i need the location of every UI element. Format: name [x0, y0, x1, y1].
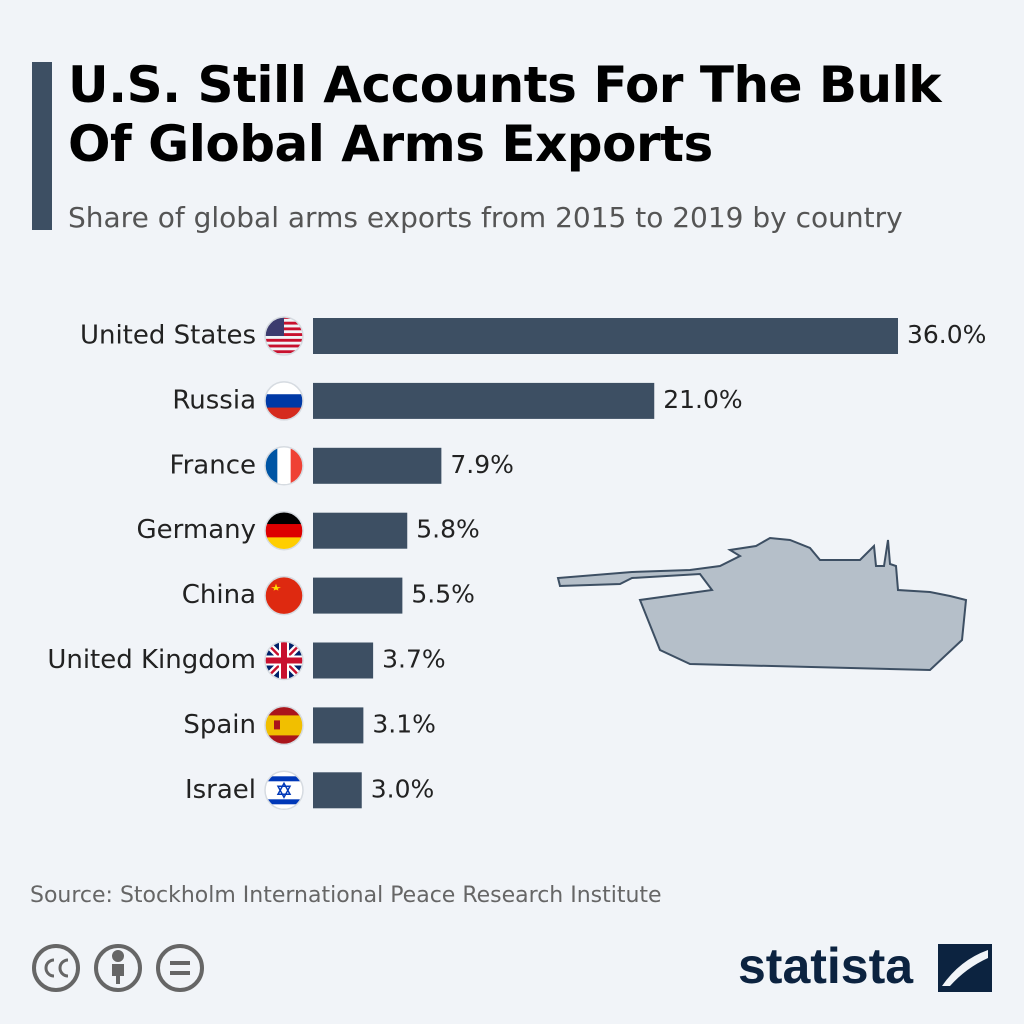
category-label: Israel [185, 775, 256, 805]
flag-ring [264, 446, 304, 486]
category-label: China [182, 580, 256, 610]
flag-ring [264, 316, 304, 356]
flag-ring [264, 705, 304, 746]
bar [313, 318, 898, 354]
tank-illustration [556, 536, 968, 672]
value-label: 3.1% [372, 709, 436, 738]
value-label: 36.0% [907, 320, 986, 349]
stripe [277, 446, 292, 485]
flag [265, 771, 303, 810]
category-label: Germany [136, 515, 256, 545]
category-label: France [170, 450, 256, 480]
stripe [265, 350, 303, 354]
value-label: 7.9% [450, 450, 514, 479]
star-of-david [276, 781, 292, 799]
category-label: Russia [172, 385, 256, 415]
value-label: 21.0% [663, 385, 742, 414]
flag-ring [264, 381, 304, 421]
flag-ring [264, 575, 304, 616]
license-icons [32, 944, 204, 992]
stripe [265, 394, 303, 409]
brand-logo: statista [738, 938, 914, 994]
category-label: Spain [183, 710, 256, 740]
stripe [265, 344, 303, 348]
flag-ring [264, 640, 304, 681]
bar [313, 642, 374, 679]
chart-title: U.S. Still Accounts For The Bulk Of Glob… [68, 56, 942, 173]
stripe [265, 776, 303, 782]
flag-ring [264, 510, 304, 551]
stripe [265, 799, 303, 805]
value-label: 3.0% [371, 774, 435, 803]
subtitle: Share of global arms exports from 2015 t… [68, 201, 903, 234]
flag [265, 706, 303, 745]
flag [265, 446, 303, 485]
flag-ring [264, 770, 304, 811]
title-accent [32, 62, 52, 230]
stripe [265, 338, 303, 342]
emblem [274, 720, 280, 730]
stripe [265, 524, 303, 538]
value-label: 3.7% [382, 645, 446, 674]
stripe [265, 715, 303, 736]
flag [265, 317, 303, 354]
bar [313, 707, 364, 744]
category-label: United States [80, 321, 256, 351]
brand-icon [938, 944, 992, 992]
bar [313, 447, 442, 484]
star [271, 583, 281, 591]
flag [265, 576, 303, 615]
category-label: United Kingdom [47, 645, 256, 675]
bar [313, 382, 655, 419]
value-label: 5.8% [416, 515, 480, 544]
cross-red [265, 641, 303, 680]
field [265, 576, 303, 615]
bar [313, 512, 408, 549]
flag [265, 641, 303, 680]
bar [313, 772, 362, 809]
source: Source: Stockholm International Peace Re… [30, 883, 662, 908]
value-label: 5.5% [411, 580, 475, 609]
bar [313, 577, 403, 614]
